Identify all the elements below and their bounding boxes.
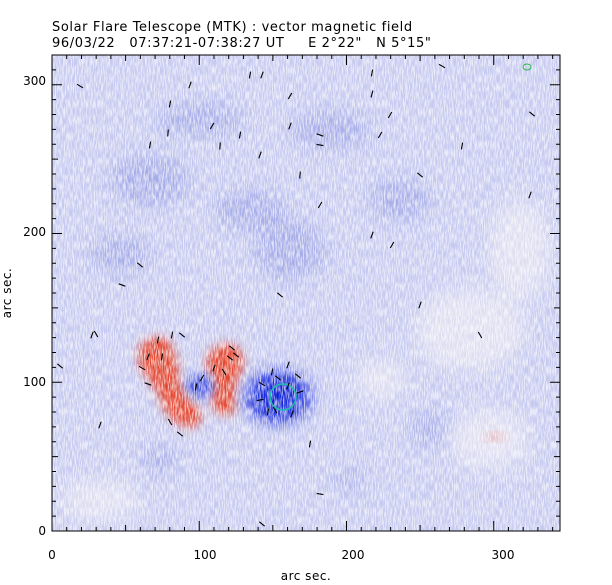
y-tick-label-200: 200 xyxy=(23,225,46,239)
field-vector xyxy=(199,374,205,382)
field-vector xyxy=(212,364,216,372)
field-vector xyxy=(416,172,424,178)
field-vector xyxy=(290,410,294,418)
field-vector xyxy=(377,131,383,139)
small-green-marker xyxy=(522,63,532,71)
field-vector xyxy=(136,262,144,268)
field-vector xyxy=(286,382,290,390)
field-vector xyxy=(176,431,184,437)
field-vector xyxy=(299,171,301,179)
field-vector xyxy=(308,440,312,448)
field-vector xyxy=(316,133,324,137)
field-vector xyxy=(167,129,169,137)
field-vector xyxy=(296,390,304,394)
y-tick-label-0: 0 xyxy=(38,524,46,538)
field-vector xyxy=(288,122,292,130)
x-tick-label-0: 0 xyxy=(48,548,56,562)
field-vector xyxy=(76,83,84,89)
field-vector xyxy=(228,345,236,351)
field-vector xyxy=(146,353,150,361)
field-vector xyxy=(528,191,532,199)
field-vector xyxy=(167,418,173,426)
plot-subtitle: 96/03/22 07:37:21-07:38:27 UT E 2°22" N … xyxy=(52,36,432,51)
field-vector xyxy=(219,142,221,150)
field-vector xyxy=(260,71,264,79)
field-vector xyxy=(460,142,464,150)
field-vector xyxy=(156,336,160,344)
field-vector xyxy=(98,421,102,429)
field-vector xyxy=(294,373,302,379)
y-axis-label: arc sec. xyxy=(0,268,14,318)
magnetogram-image xyxy=(52,55,560,531)
field-vector xyxy=(316,143,324,147)
field-vector xyxy=(144,382,152,386)
field-vector xyxy=(118,283,126,287)
field-vector xyxy=(170,331,174,339)
field-vector xyxy=(272,406,278,414)
field-vector xyxy=(194,383,198,391)
field-vector xyxy=(370,231,374,239)
field-vector xyxy=(266,408,270,416)
axis-ticks xyxy=(51,54,560,532)
x-tick-label-300: 300 xyxy=(492,548,515,562)
field-vector xyxy=(370,69,374,77)
vector-field xyxy=(56,63,536,527)
field-vector xyxy=(287,92,293,100)
field-vector xyxy=(188,81,192,89)
plot-title: Solar Flare Telescope (MTK) : vector mag… xyxy=(52,20,413,35)
field-vector xyxy=(477,331,483,339)
field-vector xyxy=(387,111,393,119)
field-vector xyxy=(56,363,64,369)
field-vector xyxy=(178,332,186,338)
x-axis-label: arc sec. xyxy=(281,569,331,583)
x-tick-label-100: 100 xyxy=(194,548,217,562)
field-vector xyxy=(160,353,164,361)
x-tick-label-200: 200 xyxy=(342,548,365,562)
field-vector xyxy=(316,492,324,496)
field-vector xyxy=(221,368,227,376)
field-vector xyxy=(238,131,242,139)
field-vector xyxy=(258,521,266,527)
field-vector xyxy=(418,301,422,309)
field-vector xyxy=(148,141,152,149)
field-vector xyxy=(270,368,274,376)
field-vector xyxy=(370,90,374,98)
field-vector xyxy=(90,331,94,339)
field-vector xyxy=(389,241,395,249)
field-vector xyxy=(258,151,262,159)
noise-overlay xyxy=(52,55,560,531)
green-circle-marker xyxy=(269,383,297,411)
field-vector xyxy=(168,100,172,108)
field-vector xyxy=(93,330,99,338)
field-vector xyxy=(232,352,240,358)
field-vector xyxy=(528,111,536,117)
field-vector xyxy=(209,122,215,130)
field-vector xyxy=(226,355,234,361)
field-vector xyxy=(256,398,264,402)
y-tick-label-100: 100 xyxy=(23,375,46,389)
field-vector xyxy=(286,361,290,369)
field-vector xyxy=(274,375,282,381)
field-vector xyxy=(258,381,266,387)
field-vector xyxy=(438,63,446,69)
field-vector xyxy=(317,201,323,209)
y-tick-label-300: 300 xyxy=(23,74,46,88)
field-vector xyxy=(248,71,252,79)
field-vector xyxy=(138,365,146,371)
field-vector xyxy=(276,292,284,298)
